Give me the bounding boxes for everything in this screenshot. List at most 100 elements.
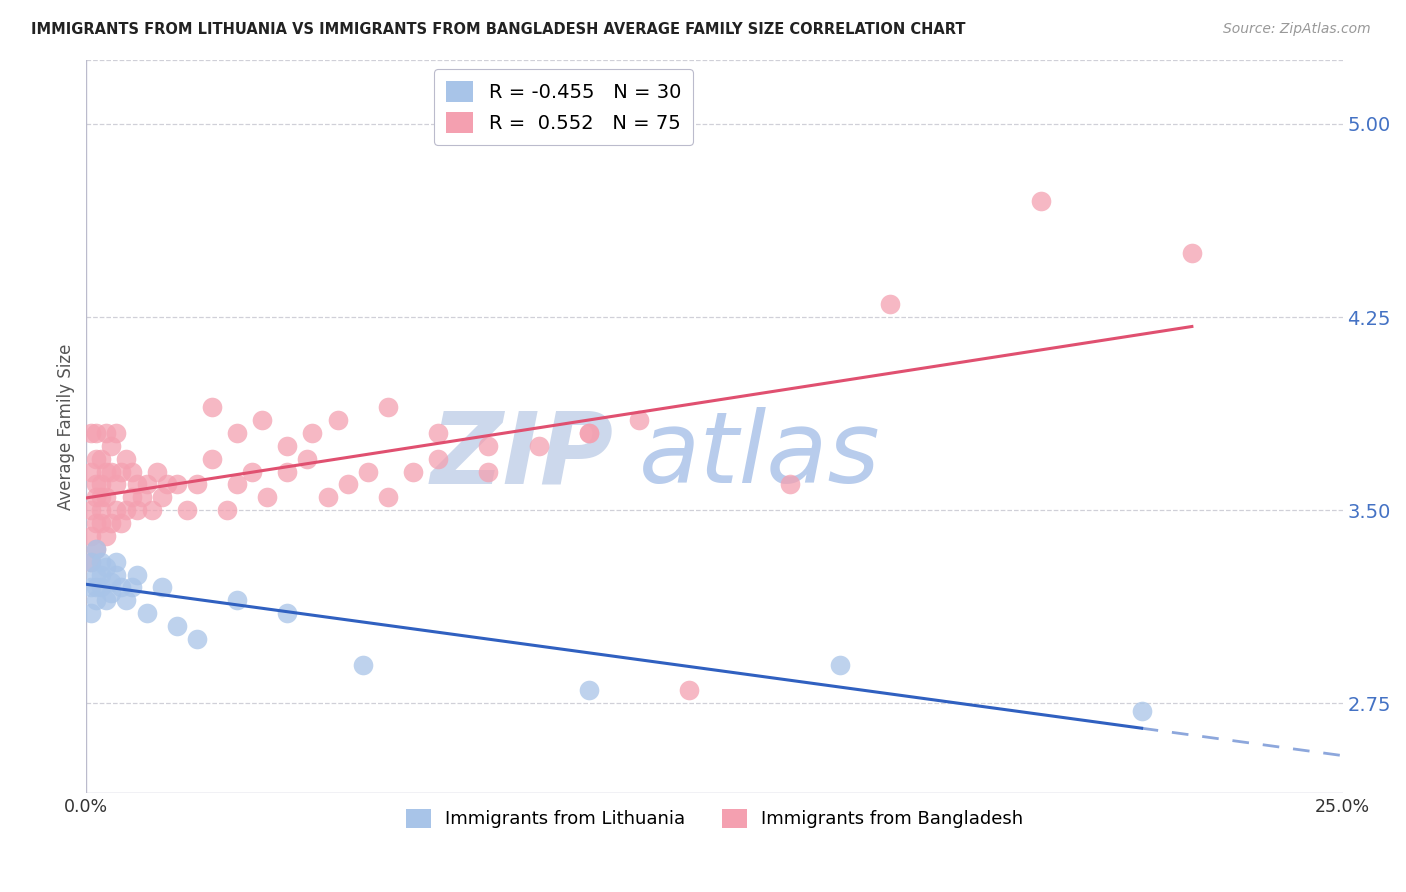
Point xyxy=(105,477,128,491)
Point xyxy=(96,465,118,479)
Point xyxy=(110,465,132,479)
Point xyxy=(402,465,425,479)
Point xyxy=(477,465,499,479)
Point xyxy=(115,503,138,517)
Text: Source: ZipAtlas.com: Source: ZipAtlas.com xyxy=(1223,22,1371,37)
Point xyxy=(166,477,188,491)
Point xyxy=(100,575,122,590)
Point xyxy=(86,516,108,530)
Point xyxy=(115,451,138,466)
Point xyxy=(201,451,224,466)
Point xyxy=(86,477,108,491)
Point xyxy=(316,490,339,504)
Point xyxy=(135,606,157,620)
Point xyxy=(80,581,103,595)
Point xyxy=(86,541,108,556)
Point xyxy=(276,606,298,620)
Point xyxy=(186,632,208,646)
Point xyxy=(628,413,651,427)
Point xyxy=(377,490,399,504)
Point xyxy=(100,585,122,599)
Text: ZIP: ZIP xyxy=(432,408,614,504)
Point xyxy=(90,567,112,582)
Point xyxy=(186,477,208,491)
Point xyxy=(125,567,148,582)
Point xyxy=(115,593,138,607)
Point xyxy=(879,297,901,311)
Point xyxy=(86,567,108,582)
Point xyxy=(427,425,450,440)
Point xyxy=(1130,704,1153,718)
Point xyxy=(377,400,399,414)
Point xyxy=(156,477,179,491)
Point xyxy=(135,477,157,491)
Point xyxy=(276,439,298,453)
Point xyxy=(105,503,128,517)
Point xyxy=(215,503,238,517)
Point xyxy=(100,439,122,453)
Point xyxy=(578,425,600,440)
Point xyxy=(336,477,359,491)
Point xyxy=(110,516,132,530)
Point xyxy=(105,555,128,569)
Point xyxy=(1029,194,1052,209)
Point xyxy=(80,555,103,569)
Point xyxy=(96,559,118,574)
Point xyxy=(86,581,108,595)
Point xyxy=(80,503,103,517)
Point xyxy=(121,465,143,479)
Point xyxy=(90,477,112,491)
Point xyxy=(226,425,249,440)
Point xyxy=(100,516,122,530)
Point xyxy=(125,503,148,517)
Point xyxy=(86,425,108,440)
Point xyxy=(352,657,374,672)
Point xyxy=(131,490,153,504)
Point xyxy=(90,581,112,595)
Point xyxy=(125,477,148,491)
Point xyxy=(96,490,118,504)
Point xyxy=(90,516,112,530)
Point xyxy=(226,477,249,491)
Y-axis label: Average Family Size: Average Family Size xyxy=(58,343,75,509)
Point xyxy=(301,425,323,440)
Point xyxy=(90,503,112,517)
Point xyxy=(80,465,103,479)
Point xyxy=(226,593,249,607)
Point xyxy=(326,413,349,427)
Point xyxy=(96,593,118,607)
Point xyxy=(678,683,700,698)
Point xyxy=(145,465,167,479)
Point xyxy=(90,490,112,504)
Point xyxy=(96,529,118,543)
Point xyxy=(830,657,852,672)
Point xyxy=(250,413,273,427)
Point xyxy=(357,465,380,479)
Point xyxy=(100,465,122,479)
Point xyxy=(86,490,108,504)
Point xyxy=(166,619,188,633)
Point xyxy=(86,451,108,466)
Point xyxy=(121,581,143,595)
Point xyxy=(1181,245,1204,260)
Point xyxy=(96,425,118,440)
Point xyxy=(176,503,198,517)
Point xyxy=(80,425,103,440)
Point xyxy=(477,439,499,453)
Point xyxy=(121,490,143,504)
Point xyxy=(240,465,263,479)
Point xyxy=(150,581,173,595)
Point xyxy=(276,465,298,479)
Point xyxy=(779,477,801,491)
Point xyxy=(150,490,173,504)
Point xyxy=(297,451,319,466)
Legend: Immigrants from Lithuania, Immigrants from Bangladesh: Immigrants from Lithuania, Immigrants fr… xyxy=(398,801,1031,836)
Point xyxy=(90,555,112,569)
Point xyxy=(527,439,550,453)
Point xyxy=(80,555,103,569)
Point xyxy=(578,425,600,440)
Point xyxy=(105,567,128,582)
Point xyxy=(86,541,108,556)
Point xyxy=(427,451,450,466)
Text: IMMIGRANTS FROM LITHUANIA VS IMMIGRANTS FROM BANGLADESH AVERAGE FAMILY SIZE CORR: IMMIGRANTS FROM LITHUANIA VS IMMIGRANTS … xyxy=(31,22,966,37)
